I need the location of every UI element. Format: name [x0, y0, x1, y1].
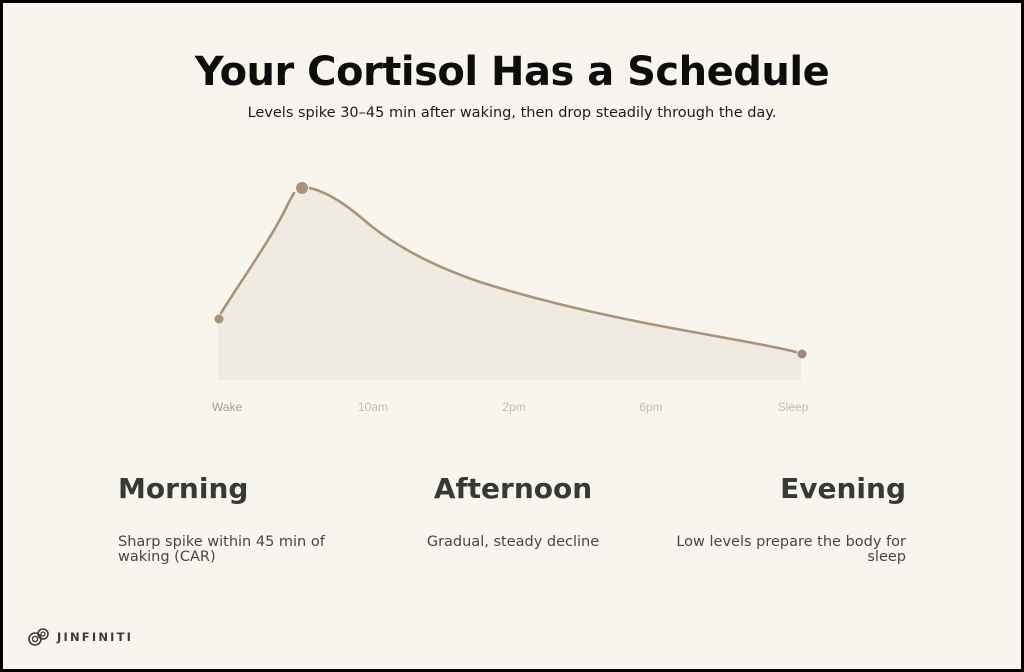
section-desc-morning: Sharp spike within 45 min of waking (CAR… [118, 535, 378, 565]
section-desc-evening-line2: sleep [867, 549, 906, 565]
page-title: Your Cortisol Has a Schedule [194, 49, 830, 95]
cortisol-area-chart [214, 182, 807, 380]
cortisol-curve-line-decline [308, 186, 798, 354]
x-axis-label-wake: Wake [211, 400, 243, 414]
section-desc-afternoon: Gradual, steady decline [383, 535, 643, 550]
section-desc-morning-line1: Sharp spike within 45 min of [118, 534, 325, 550]
section-title-afternoon: Afternoon [433, 472, 593, 505]
area-fill [218, 188, 801, 380]
page-subtitle: Levels spike 30–45 min after waking, the… [247, 105, 777, 121]
infographic-card: Your Cortisol Has a Schedule Levels spik… [3, 3, 1021, 669]
infinity-loop-logo-icon [28, 628, 49, 646]
x-axis-label-6pm: 6pm [639, 400, 663, 414]
section-desc-evening: Low levels prepare the body for sleep [616, 535, 906, 565]
peak-marker[interactable] [296, 182, 308, 194]
section-title-evening: Evening [780, 472, 906, 505]
sleep-marker[interactable] [797, 349, 807, 359]
x-axis-label-10am: 10am [357, 400, 389, 414]
section-desc-evening-line1: Low levels prepare the body for [676, 534, 906, 550]
x-axis-label-sleep: Sleep [777, 400, 809, 414]
brand-logo[interactable]: JINFINITI [27, 627, 133, 647]
x-axis-label-2pm: 2pm [502, 400, 526, 414]
section-desc-morning-line2: waking (CAR) [118, 549, 216, 565]
cortisol-curve-line [219, 191, 296, 315]
brand-name: JINFINITI [57, 630, 134, 644]
section-desc-afternoon-line1: Gradual, steady decline [426, 534, 600, 550]
section-title-morning: Morning [118, 472, 249, 505]
wake-marker[interactable] [214, 314, 224, 324]
